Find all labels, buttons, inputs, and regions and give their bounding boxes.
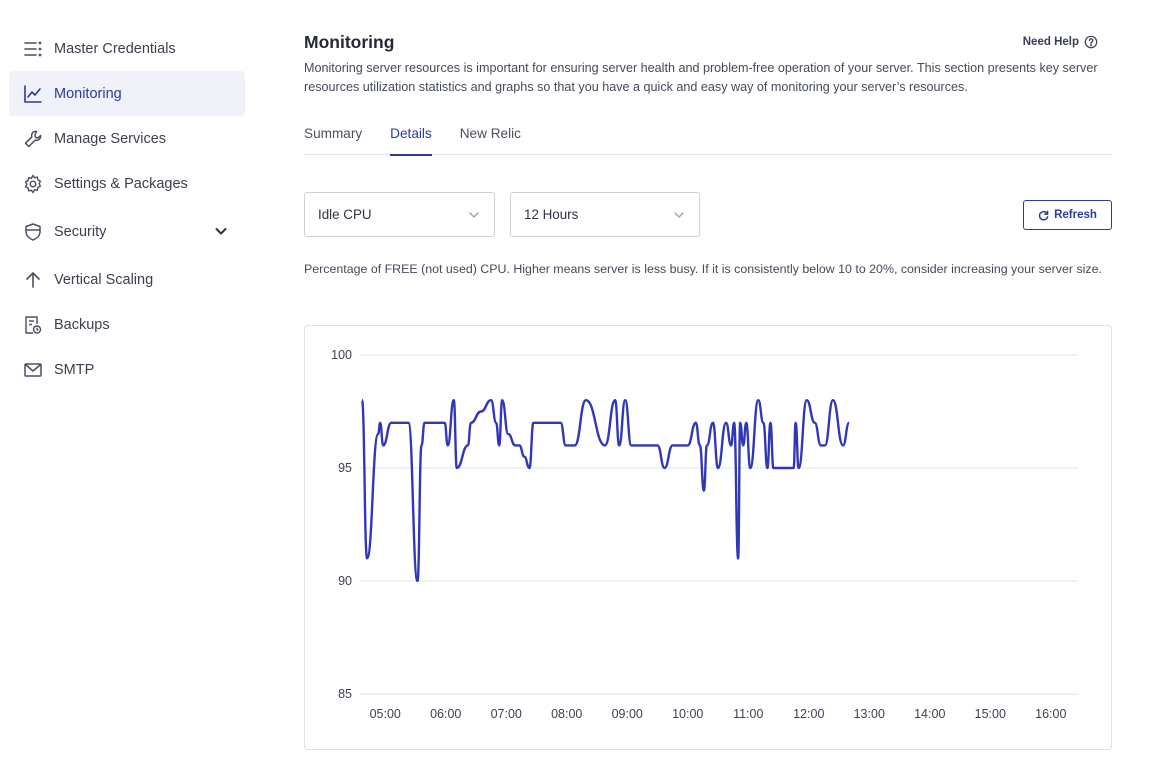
line-chart-icon: [22, 83, 44, 105]
y-tick-label: 85: [338, 687, 352, 701]
shield-icon: [22, 221, 44, 243]
chevron-down-icon[interactable]: [213, 223, 229, 239]
sidebar-item-monitoring[interactable]: Monitoring: [9, 71, 245, 116]
metric-select-value: Idle CPU: [318, 207, 372, 222]
sidebar-item-backups[interactable]: Backups: [9, 302, 245, 347]
x-tick-label: 08:00: [551, 707, 582, 721]
x-tick-label: 13:00: [854, 707, 885, 721]
sidebar-item-label: Backups: [54, 316, 110, 333]
refresh-button[interactable]: Refresh: [1023, 200, 1112, 230]
sidebar-item-smtp[interactable]: SMTP: [9, 347, 245, 392]
sidebar-nav: Master Credentials Monitoring Manage Ser…: [0, 26, 250, 392]
need-help-link[interactable]: Need Help: [1023, 35, 1098, 49]
gear-icon: [22, 173, 44, 195]
sidebar-item-master-credentials[interactable]: Master Credentials: [9, 26, 245, 71]
x-tick-label: 12:00: [793, 707, 824, 721]
x-tick-label: 10:00: [672, 707, 703, 721]
sidebar-item-label: Monitoring: [54, 85, 122, 102]
page-description: Monitoring server resources is important…: [304, 61, 1098, 94]
need-help-label: Need Help: [1022, 36, 1079, 48]
chevron-down-icon: [674, 212, 684, 218]
x-tick-label: 11:00: [733, 707, 763, 721]
metric-hint: Percentage of FREE (not used) CPU. Highe…: [304, 262, 1102, 276]
arrow-up-icon: [22, 269, 44, 291]
tab-summary[interactable]: Summary: [304, 126, 363, 141]
sidebar-item-security[interactable]: Security: [9, 206, 245, 257]
refresh-label: Refresh: [1054, 209, 1097, 221]
sidebar-item-label: Master Credentials: [54, 40, 176, 57]
sidebar-item-settings-packages[interactable]: Settings & Packages: [9, 161, 245, 206]
y-tick-label: 100: [331, 348, 352, 362]
metric-select[interactable]: Idle CPU: [304, 192, 495, 237]
x-tick-label: 09:00: [612, 707, 643, 721]
idle-cpu-line-chart: 85 90 95 100 05:00 06:00 07:00 08:00 09:00 10:00 1…: [331, 348, 1078, 721]
y-tick-label: 90: [338, 574, 352, 588]
time-range-select-value: 12 Hours: [524, 207, 579, 222]
y-tick-label: 95: [338, 461, 352, 475]
wrench-icon: [22, 128, 44, 150]
list-icon: [22, 38, 44, 60]
sidebar-item-label: Vertical Scaling: [54, 271, 154, 288]
sidebar-item-label: Security: [54, 223, 107, 240]
help-icon: [1084, 35, 1098, 49]
x-tick-label: 07:00: [491, 707, 522, 721]
x-tick-label: 06:00: [430, 707, 461, 721]
chevron-down-icon: [469, 212, 479, 218]
x-tick-label: 16:00: [1035, 707, 1066, 721]
sidebar-item-vertical-scaling[interactable]: Vertical Scaling: [9, 257, 245, 302]
chart-card: 85 90 95 100 05:00 06:00 07:00 08:00 09:00 10:00 1…: [304, 325, 1112, 750]
series-line: [360, 399, 851, 583]
sidebar-item-manage-services[interactable]: Manage Services: [9, 116, 245, 161]
page-title: Monitoring: [304, 32, 395, 52]
backup-icon: [22, 314, 44, 336]
tab-bar: Summary Details New Relic: [304, 126, 1112, 156]
x-tick-label: 15:00: [975, 707, 1006, 721]
tab-new-relic[interactable]: New Relic: [459, 126, 521, 141]
time-range-select[interactable]: 12 Hours: [510, 192, 700, 237]
tab-details[interactable]: Details: [390, 126, 432, 156]
mail-icon: [22, 359, 44, 381]
sidebar-item-label: Settings & Packages: [54, 175, 188, 192]
x-tick-label: 14:00: [914, 707, 945, 721]
x-tick-label: 05:00: [370, 707, 401, 721]
refresh-icon: [1038, 210, 1049, 221]
sidebar-item-label: Manage Services: [54, 130, 167, 147]
sidebar-item-label: SMTP: [54, 361, 95, 378]
